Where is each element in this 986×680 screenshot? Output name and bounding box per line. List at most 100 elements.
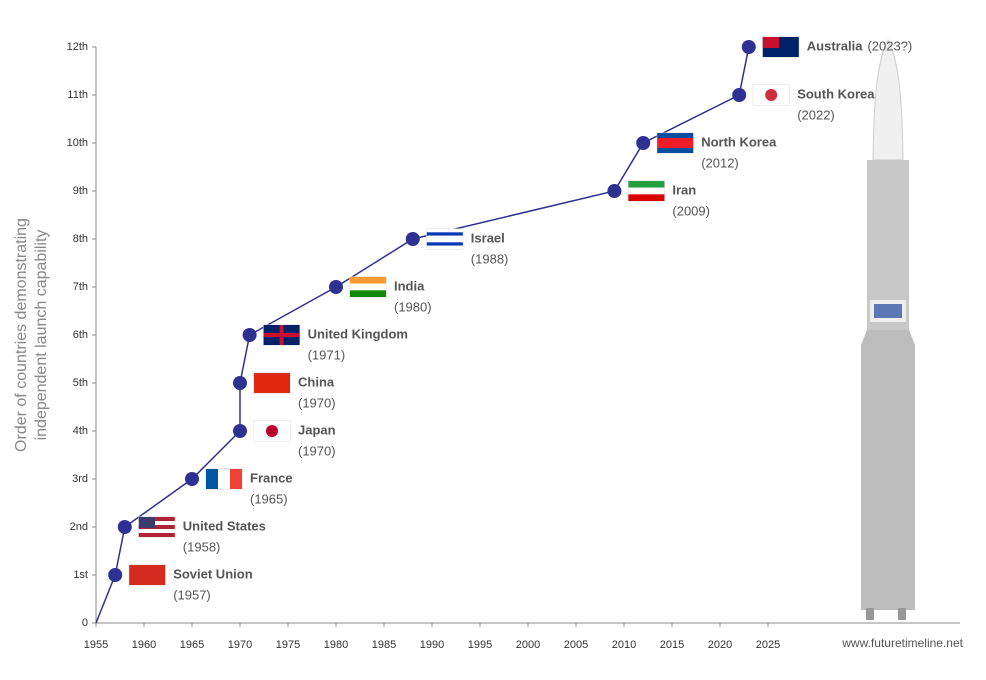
y-tick-label: 3rd bbox=[72, 473, 88, 485]
flag-stripe bbox=[657, 138, 694, 143]
country-name: United Kingdom bbox=[308, 326, 408, 341]
country-name: Australia bbox=[807, 38, 863, 53]
country-year: (1980) bbox=[394, 299, 432, 314]
country-year: (1957) bbox=[173, 587, 211, 602]
country-name: United States bbox=[183, 518, 266, 533]
flag-stripe bbox=[218, 469, 230, 489]
country-year: (1965) bbox=[250, 491, 288, 506]
point bbox=[233, 376, 247, 390]
flag-stripe bbox=[426, 242, 463, 246]
flag bbox=[627, 180, 665, 202]
country-name: France bbox=[250, 470, 293, 485]
flag-stripe bbox=[138, 529, 175, 533]
flag-stripe bbox=[138, 533, 175, 537]
country-name: Japan bbox=[298, 422, 336, 437]
flag-stripe bbox=[254, 373, 290, 393]
country-name: Iran bbox=[672, 182, 696, 197]
x-tick-label: 2005 bbox=[564, 639, 588, 651]
x-tick-label: 2010 bbox=[612, 639, 636, 651]
x-tick-label: 1975 bbox=[276, 639, 300, 651]
point bbox=[108, 568, 123, 582]
flag-stripe bbox=[350, 277, 386, 284]
line-lead bbox=[95, 574, 116, 624]
x-tick-label: 1955 bbox=[84, 639, 108, 651]
flag-stripe bbox=[657, 143, 694, 148]
point bbox=[329, 280, 343, 294]
y-tick-label: 7th bbox=[73, 281, 88, 293]
x-tick-label: 1980 bbox=[324, 639, 348, 651]
point bbox=[242, 328, 257, 342]
point bbox=[607, 184, 622, 198]
flag bbox=[426, 228, 464, 250]
x-tick-label: 2020 bbox=[708, 639, 732, 651]
y-tick-label: 1st bbox=[73, 569, 88, 581]
country-year: (1971) bbox=[308, 347, 346, 362]
point bbox=[636, 136, 651, 150]
x-tick-label: 2000 bbox=[516, 639, 540, 651]
country-year: (2009) bbox=[672, 203, 710, 218]
flag-stripe bbox=[426, 245, 463, 249]
flag-stripe bbox=[628, 181, 665, 188]
flag-stripe bbox=[138, 525, 175, 529]
x-tick-label: 1965 bbox=[180, 639, 204, 651]
x-tick-label: 2015 bbox=[660, 639, 684, 651]
flag-stripe bbox=[657, 133, 694, 138]
flag-stripe bbox=[426, 229, 463, 233]
x-tick-label: 2025 bbox=[756, 639, 780, 651]
country-name: North Korea bbox=[701, 134, 777, 149]
flag-cross bbox=[279, 325, 284, 345]
y-tick-label: 0 bbox=[82, 617, 88, 629]
flag bbox=[128, 564, 166, 586]
flag-stripe bbox=[230, 469, 242, 489]
y-axis-label: Order of countries demonstrating bbox=[13, 218, 30, 452]
flag bbox=[253, 372, 291, 394]
flag-stripe bbox=[628, 187, 665, 195]
flag bbox=[138, 516, 176, 538]
flag-stripe bbox=[426, 235, 463, 239]
country-year: (2012) bbox=[701, 155, 739, 170]
flag-stripe bbox=[138, 521, 175, 525]
country-year: (2022) bbox=[797, 107, 835, 122]
y-tick-label: 10th bbox=[67, 137, 88, 149]
flag bbox=[752, 84, 790, 106]
y-tick-label: 11th bbox=[67, 89, 88, 101]
flag bbox=[762, 36, 800, 58]
flag-canton bbox=[138, 517, 155, 528]
country-year: (2023?) bbox=[867, 38, 912, 53]
flag-canton bbox=[762, 37, 779, 48]
point bbox=[741, 40, 756, 54]
y-tick-label: 5th bbox=[73, 377, 88, 389]
x-tick-label: 1960 bbox=[132, 639, 156, 651]
flag-stripe bbox=[138, 517, 175, 521]
flag-stripe bbox=[206, 469, 218, 489]
country-name: Israel bbox=[471, 230, 505, 245]
country-name: India bbox=[394, 278, 425, 293]
y-tick-label: 6th bbox=[73, 329, 88, 341]
flag-stripe bbox=[350, 290, 386, 297]
y-axis-label: independent launch capability bbox=[33, 230, 50, 441]
y-tick-label: 8th bbox=[73, 233, 88, 245]
flag-stripe bbox=[426, 239, 463, 243]
country-year: (1958) bbox=[183, 539, 221, 554]
y-tick-label: 2nd bbox=[70, 521, 88, 533]
flag-dot bbox=[266, 425, 278, 437]
rocket bbox=[861, 38, 915, 620]
country-name: South Korea bbox=[797, 86, 875, 101]
flag bbox=[263, 324, 301, 346]
point bbox=[185, 472, 199, 486]
flag-stripe bbox=[426, 232, 463, 236]
x-tick-label: 1990 bbox=[420, 639, 444, 651]
flag-stripe bbox=[657, 148, 694, 153]
flag bbox=[253, 420, 291, 442]
point bbox=[405, 232, 420, 246]
flag bbox=[205, 468, 243, 490]
flag bbox=[656, 132, 694, 154]
source: www.futuretimeline.net bbox=[841, 636, 963, 650]
x-tick-label: 1985 bbox=[372, 639, 396, 651]
country-name: Soviet Union bbox=[173, 566, 253, 581]
country-name: China bbox=[298, 374, 335, 389]
x-tick-label: 1970 bbox=[228, 639, 252, 651]
flag-stripe bbox=[628, 194, 665, 201]
x-tick-label: 1995 bbox=[468, 639, 492, 651]
